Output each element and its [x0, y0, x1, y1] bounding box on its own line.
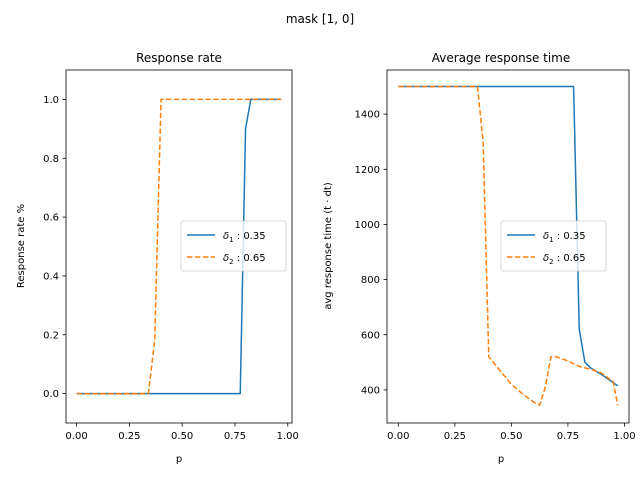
response-rate-x-tick-label: 0.50	[171, 431, 193, 442]
response-rate-legend-label-2: δ2 : 0.65	[223, 253, 266, 266]
response-rate-x-axis-label: p	[176, 454, 182, 465]
response-rate-plot-frame	[65, 69, 293, 424]
avg-response-time-x-tick-label: 0.75	[557, 431, 579, 442]
avg-response-time-chart: Average response time p avg response tim…	[323, 51, 636, 465]
response-rate-x-tick-label: 0.75	[224, 431, 246, 442]
avg-response-time-y-tick-label: 1400	[355, 110, 380, 121]
response-rate-legend-frame	[180, 220, 287, 272]
avg-response-time-y-tick-label: 800	[361, 275, 380, 286]
response-rate-legend: δ1 : 0.35 δ2 : 0.65	[180, 220, 287, 272]
figure-title: mask [1, 0]	[286, 12, 354, 26]
avg-response-time-x-tick-label: 0.50	[500, 431, 522, 442]
response-rate-chart-title: Response rate	[136, 51, 222, 65]
avg-response-time-legend-label-2: δ2 : 0.65	[543, 253, 586, 266]
avg-response-time-series-1-line	[398, 85, 619, 387]
avg-response-time-legend-label-1: δ1 : 0.35	[543, 231, 586, 244]
response-rate-x-tick-label: 0.00	[65, 431, 87, 442]
avg-response-time-x-tick-label: 0.00	[387, 431, 409, 442]
avg-response-time-chart-title: Average response time	[432, 51, 571, 65]
avg-response-time-legend: δ1 : 0.35 δ2 : 0.65	[500, 220, 607, 272]
avg-response-time-y-axis-label: avg response time (t · dt)	[323, 182, 334, 310]
avg-response-time-y-tick-label: 400	[361, 386, 380, 397]
avg-response-time-plot-frame	[386, 69, 630, 424]
response-rate-y-tick-label: 0.0	[43, 389, 59, 400]
response-rate-y-tick-label: 0.4	[43, 272, 59, 283]
avg-response-time-x-tick-label: 0.25	[444, 431, 466, 442]
avg-response-time-x-tick-label: 1.00	[613, 431, 635, 442]
response-rate-chart: Response rate p Response rate % 0.00 0.25…	[16, 51, 299, 465]
response-rate-x-tick-label: 0.25	[118, 431, 140, 442]
response-rate-y-axis-label: Response rate %	[16, 204, 27, 288]
response-rate-y-tick-label: 0.2	[43, 330, 59, 341]
response-rate-y-tick-label: 0.6	[43, 213, 59, 224]
response-rate-x-tick-label: 1.00	[277, 431, 299, 442]
response-rate-series-2-line	[76, 98, 282, 395]
response-rate-y-tick-label: 0.8	[43, 154, 59, 165]
avg-response-time-y-tick-label: 600	[361, 330, 380, 341]
avg-response-time-legend-frame	[500, 220, 607, 272]
response-rate-legend-label-1: δ1 : 0.35	[223, 231, 266, 244]
avg-response-time-x-axis-label: p	[498, 454, 504, 465]
avg-response-time-y-tick-label: 1000	[355, 220, 380, 231]
avg-response-time-series-2-line	[398, 85, 619, 406]
response-rate-y-tick-label: 1.0	[43, 95, 59, 106]
avg-response-time-y-tick-label: 1200	[355, 165, 380, 176]
